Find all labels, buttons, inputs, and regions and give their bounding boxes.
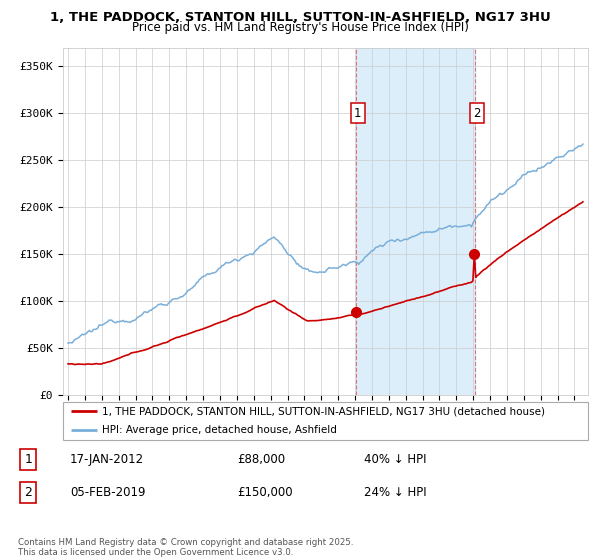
Text: Contains HM Land Registry data © Crown copyright and database right 2025.
This d: Contains HM Land Registry data © Crown c… [18,538,353,557]
Text: 1: 1 [354,107,361,120]
Text: 1, THE PADDOCK, STANTON HILL, SUTTON-IN-ASHFIELD, NG17 3HU (detached house): 1, THE PADDOCK, STANTON HILL, SUTTON-IN-… [103,407,545,417]
Text: Price paid vs. HM Land Registry's House Price Index (HPI): Price paid vs. HM Land Registry's House … [131,21,469,34]
Text: 1, THE PADDOCK, STANTON HILL, SUTTON-IN-ASHFIELD, NG17 3HU: 1, THE PADDOCK, STANTON HILL, SUTTON-IN-… [50,11,550,24]
Text: 17-JAN-2012: 17-JAN-2012 [70,453,144,466]
Text: 2: 2 [25,486,32,499]
Text: 2: 2 [473,107,481,120]
Text: 24% ↓ HPI: 24% ↓ HPI [364,486,426,499]
Text: 05-FEB-2019: 05-FEB-2019 [70,486,145,499]
Text: 1: 1 [25,453,32,466]
Text: £150,000: £150,000 [237,486,293,499]
Text: HPI: Average price, detached house, Ashfield: HPI: Average price, detached house, Ashf… [103,424,337,435]
Bar [356,48,475,395]
Text: 40% ↓ HPI: 40% ↓ HPI [364,453,426,466]
Text: £88,000: £88,000 [237,453,285,466]
